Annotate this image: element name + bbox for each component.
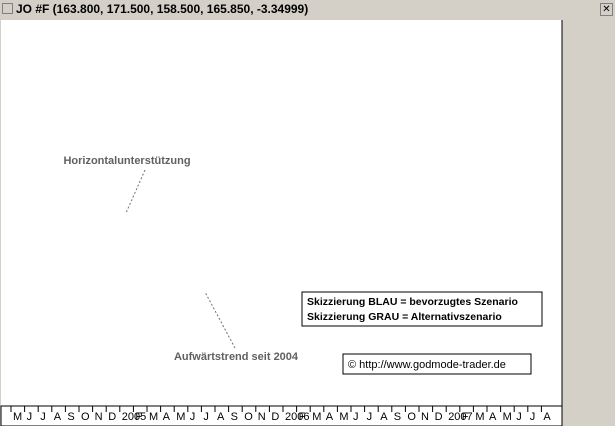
x-tick-label: M: [312, 411, 321, 423]
x-tick-label: D: [108, 411, 116, 423]
copyright-box: [342, 353, 532, 375]
x-tick-label: A: [54, 411, 62, 423]
x-tick-label: J: [40, 411, 46, 423]
x-tick-label: N: [95, 411, 103, 423]
x-tick-label: F: [135, 411, 142, 423]
x-axis-band: [0, 405, 563, 426]
x-tick-label: F: [462, 411, 469, 423]
x-tick-label: S: [231, 411, 238, 423]
trend-annotation: Aufwärtstrend seit 2004: [174, 351, 299, 363]
x-tick-label: S: [394, 411, 401, 423]
x-tick-label: D: [435, 411, 443, 423]
x-tick-label: 2007: [448, 411, 472, 423]
x-tick-label: O: [81, 411, 90, 423]
x-tick-label: A: [163, 411, 171, 423]
x-tick-label: F: [299, 411, 306, 423]
legend-grey-text: Skizzierung GRAU = Alternativszenario: [307, 311, 502, 323]
x-tick-label: O: [407, 411, 416, 423]
x-tick-label: M: [13, 411, 22, 423]
x-tick-label: A: [217, 411, 225, 423]
x-tick-label: J: [367, 411, 373, 423]
x-tick-label: D: [271, 411, 279, 423]
x-tick-label: 2006: [285, 411, 309, 423]
x-tick-label: M: [149, 411, 158, 423]
support-annotation: Horizontalunterstützung: [63, 155, 190, 167]
x-tick-label: S: [67, 411, 74, 423]
x-tick-label: M: [176, 411, 185, 423]
plot-area: [1, 20, 562, 406]
x-tick-label: A: [326, 411, 334, 423]
window-menu-icon[interactable]: [2, 3, 13, 14]
x-tick-label: O: [244, 411, 253, 423]
legend-box: [301, 291, 543, 327]
x-tick-label: J: [190, 411, 196, 423]
x-tick-label: 2005: [122, 411, 146, 423]
x-tick-label: N: [258, 411, 266, 423]
window-title: JO #F (163.800, 171.500, 158.500, 165.85…: [16, 2, 309, 16]
x-tick-label: J: [530, 411, 536, 423]
x-tick-label: A: [489, 411, 497, 423]
x-tick-label: J: [203, 411, 209, 423]
x-tick-label: N: [421, 411, 429, 423]
x-tick-label: M: [503, 411, 512, 423]
x-tick-label: M: [475, 411, 484, 423]
x-tick-label: A: [380, 411, 388, 423]
title-bar: JO #F (163.800, 171.500, 158.500, 165.85…: [0, 0, 615, 20]
x-tick-label: M: [339, 411, 348, 423]
x-tick-label: A: [543, 411, 551, 423]
x-tick-label: J: [27, 411, 32, 423]
copyright-text: © http://www.godmode-trader.de: [348, 359, 506, 371]
trend-annotation-pointer: [204, 291, 236, 349]
close-icon[interactable]: ✕: [600, 3, 613, 16]
x-tick-label: J: [516, 411, 522, 423]
legend-blue-text: Skizzierung BLAU = bevorzugtes Szenario: [307, 296, 518, 308]
x-tick-label: J: [353, 411, 359, 423]
